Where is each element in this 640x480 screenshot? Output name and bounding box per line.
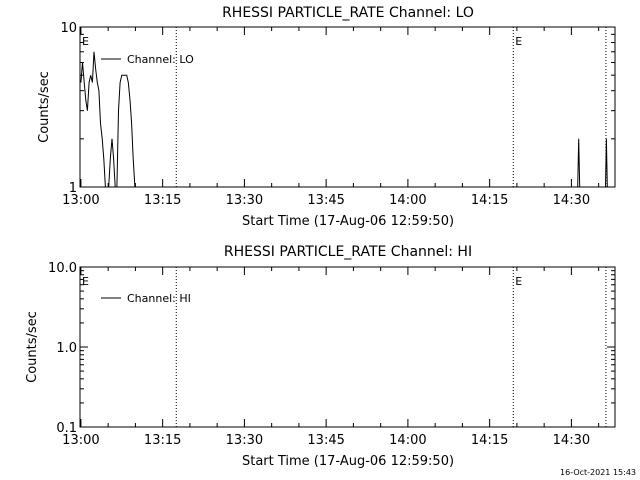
x-tick-label: 13:45 — [307, 193, 344, 208]
event-marker-label: E — [82, 35, 89, 48]
y-tick-label: 0.1 — [56, 421, 77, 436]
chart-panel-lo: RHESSI PARTICLE_RATE Channel: LO 13:00 13… — [37, 5, 616, 229]
chart-panel-hi: RHESSI PARTICLE_RATE Channel: HI 13:00 13… — [25, 244, 616, 469]
x-tick-label: 13:15 — [144, 433, 181, 448]
y-axis-title-hi: Counts/sec — [25, 311, 40, 383]
x-tick-label: 14:15 — [471, 433, 508, 448]
x-axis-title-hi: Start Time (17-Aug-06 12:59:50) — [242, 454, 454, 469]
generation-timestamp: 16-Oct-2021 15:43 — [560, 468, 636, 477]
chart-title-lo: RHESSI PARTICLE_RATE Channel: LO — [222, 5, 474, 21]
x-tick-label: 13:15 — [144, 193, 181, 208]
y-axis-hi: 0.1 1.0 10.0 — [48, 261, 615, 436]
x-tick-label: 14:00 — [389, 433, 426, 448]
series-line — [80, 51, 608, 188]
x-tick-label: 14:30 — [553, 433, 590, 448]
event-marker-label: E — [82, 275, 89, 288]
x-tick-label: 13:30 — [226, 193, 263, 208]
x-axis-title-lo: Start Time (17-Aug-06 12:59:50) — [242, 214, 454, 229]
y-axis-title-lo: Counts/sec — [37, 71, 52, 143]
plot-frame-hi — [79, 266, 616, 428]
plot-frame-lo — [79, 26, 616, 188]
y-tick-label: 1.0 — [56, 341, 77, 356]
x-axis-lo: 13:00 13:15 13:30 13:45 14:00 14:15 14:30 — [62, 27, 600, 208]
legend-label-lo: Channel: LO — [127, 53, 194, 66]
x-tick-label: 13:00 — [62, 193, 99, 208]
y-tick-label: 10 — [60, 21, 77, 36]
x-tick-label: 13:00 — [62, 433, 99, 448]
x-tick-label: 13:30 — [226, 433, 263, 448]
x-tick-label: 13:45 — [307, 433, 344, 448]
series-lo — [80, 51, 608, 188]
y-tick-label: 1 — [69, 181, 77, 196]
legend-label-hi: Channel: HI — [127, 292, 191, 305]
y-axis-lo: 1 10 — [60, 21, 615, 196]
x-tick-label: 14:30 — [553, 193, 590, 208]
event-marker-label: E — [515, 35, 522, 48]
event-marker-label: E — [515, 275, 522, 288]
x-tick-label: 14:15 — [471, 193, 508, 208]
chart-title-hi: RHESSI PARTICLE_RATE Channel: HI — [224, 244, 472, 260]
x-tick-label: 14:00 — [389, 193, 426, 208]
y-tick-label: 10.0 — [48, 261, 77, 276]
x-axis-hi: 13:00 13:15 13:30 13:45 14:00 14:15 14:30 — [62, 267, 600, 448]
